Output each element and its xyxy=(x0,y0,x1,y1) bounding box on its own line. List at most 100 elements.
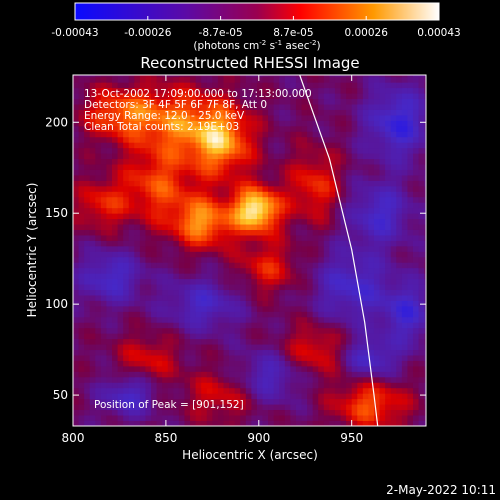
heatmap-cell xyxy=(134,278,141,285)
heatmap-cell xyxy=(100,125,107,132)
heatmap-cell xyxy=(307,311,314,318)
heatmap-cell xyxy=(112,213,118,220)
heatmap-cell xyxy=(262,300,269,307)
heatmap-cell xyxy=(190,93,197,100)
heatmap-cell xyxy=(134,349,141,356)
heatmap-cell xyxy=(151,382,158,389)
heatmap-cell xyxy=(162,158,169,165)
heatmap-cell xyxy=(312,360,319,367)
heatmap-cell xyxy=(151,311,158,318)
heatmap-cell xyxy=(139,382,146,389)
heatmap-cell xyxy=(390,207,397,214)
heatmap-cell xyxy=(390,300,397,307)
heatmap-cell xyxy=(195,191,202,198)
heatmap-cell xyxy=(268,142,275,149)
heatmap-cell xyxy=(318,338,325,345)
heatmap-cell xyxy=(424,316,426,323)
heatmap-cell xyxy=(162,213,169,220)
heatmap-cell xyxy=(134,376,141,383)
heatmap-cell xyxy=(240,393,247,400)
heatmap-cell xyxy=(206,180,213,187)
heatmap-cell xyxy=(401,300,408,307)
heatmap-cell xyxy=(145,87,152,94)
heatmap-cell xyxy=(385,185,392,192)
heatmap-cell xyxy=(73,196,79,203)
heatmap-cell xyxy=(234,191,241,198)
heatmap-cell xyxy=(84,311,91,318)
heatmap-cell xyxy=(151,213,158,220)
heatmap-cell xyxy=(173,142,180,149)
heatmap-cell xyxy=(407,180,414,187)
heatmap-cell xyxy=(234,322,241,329)
heatmap-cell xyxy=(346,218,353,225)
heatmap-cell xyxy=(385,404,392,411)
heatmap-cell xyxy=(396,115,403,121)
heatmap-cell xyxy=(329,360,336,367)
heatmap-cell xyxy=(212,147,219,154)
y-tick-label: 200 xyxy=(45,115,68,129)
heatmap-cell xyxy=(145,316,152,323)
heatmap-cell xyxy=(156,164,163,170)
heatmap-cell xyxy=(295,213,302,220)
heatmap-cell xyxy=(195,262,202,269)
heatmap-cell xyxy=(123,76,130,83)
heatmap-cell xyxy=(362,382,369,389)
heatmap-cell xyxy=(385,349,392,356)
heatmap-cell xyxy=(234,158,241,165)
heatmap-cell xyxy=(362,278,369,285)
heatmap-cell xyxy=(229,175,236,181)
heatmap-cell xyxy=(301,273,308,280)
heatmap-cell xyxy=(284,76,291,83)
heatmap-cell xyxy=(379,142,386,149)
heatmap-cell xyxy=(268,104,275,110)
heatmap-cell xyxy=(223,158,230,165)
heatmap-cell xyxy=(368,251,375,258)
heatmap-cell xyxy=(334,267,341,274)
heatmap-cell xyxy=(240,136,247,143)
heatmap-cell xyxy=(346,420,353,426)
heatmap-cell xyxy=(106,120,113,127)
heatmap-cell xyxy=(123,376,130,383)
heatmap-cell xyxy=(190,213,197,220)
heatmap-cell xyxy=(373,398,380,405)
heatmap-cell xyxy=(290,153,297,160)
heatmap-cell xyxy=(407,164,414,170)
heatmap-cell xyxy=(173,164,180,170)
heatmap-cell xyxy=(396,365,403,372)
heatmap-cell xyxy=(373,224,380,230)
heatmap-cell xyxy=(262,147,269,154)
heatmap-cell xyxy=(407,98,414,105)
heatmap-cell xyxy=(284,284,291,291)
heatmap-cell xyxy=(368,349,375,356)
heatmap-cell xyxy=(106,256,113,263)
heatmap-cell xyxy=(284,322,291,329)
heatmap-cell xyxy=(340,147,347,154)
heatmap-cell xyxy=(418,376,425,383)
heatmap-cell xyxy=(318,387,325,394)
heatmap-cell xyxy=(284,404,291,411)
heatmap-cell xyxy=(201,371,208,378)
heatmap-cell xyxy=(251,415,258,421)
heatmap-cell xyxy=(78,344,85,351)
heatmap-cell xyxy=(84,371,91,378)
heatmap-cell xyxy=(128,235,135,241)
heatmap-cell xyxy=(128,207,135,214)
heatmap-cell xyxy=(245,180,252,187)
heatmap-cell xyxy=(412,76,419,83)
heatmap-cell xyxy=(351,338,358,345)
heatmap-cell xyxy=(184,409,191,416)
heatmap-cell xyxy=(201,327,208,334)
heatmap-cell xyxy=(212,387,219,394)
heatmap-cell xyxy=(100,316,107,323)
heatmap-cell xyxy=(128,115,135,121)
heatmap-cell xyxy=(401,398,408,405)
heatmap-cell xyxy=(256,284,263,291)
heatmap-cell xyxy=(128,213,135,220)
heatmap-cell xyxy=(212,420,219,426)
heatmap-cell xyxy=(217,333,224,340)
heatmap-cell xyxy=(206,327,213,334)
heatmap-cell xyxy=(245,125,252,132)
heatmap-cell xyxy=(357,420,364,426)
heatmap-cell xyxy=(139,125,146,132)
heatmap-cell xyxy=(424,93,426,100)
